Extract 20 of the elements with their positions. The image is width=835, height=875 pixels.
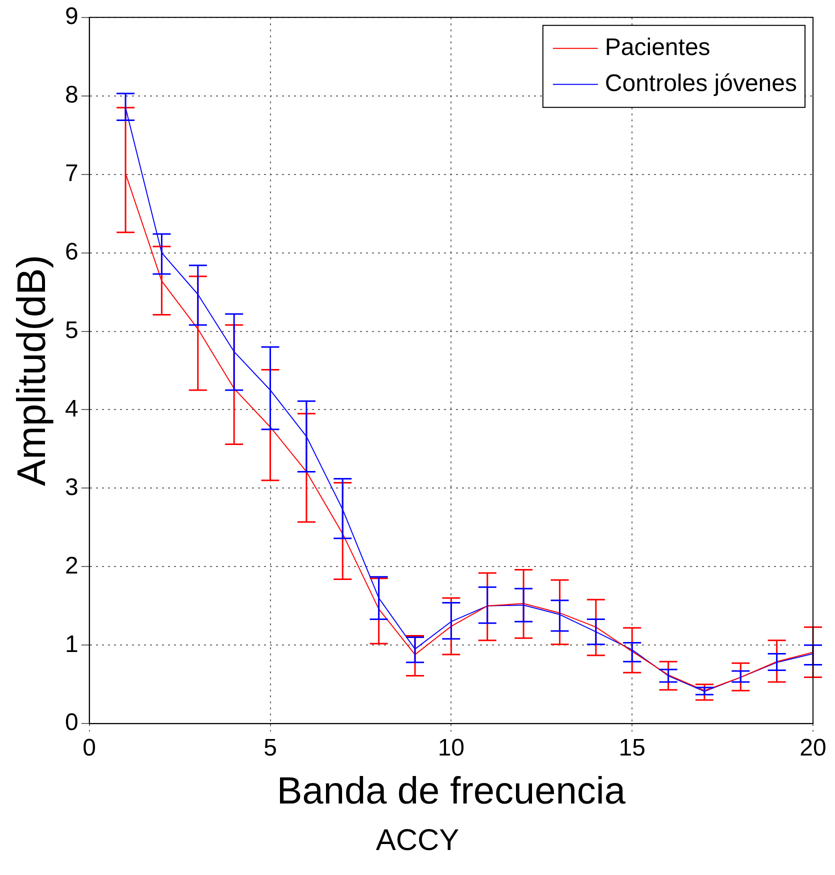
legend-label: Pacientes — [604, 34, 710, 62]
x-tick-label: 15 — [618, 734, 646, 762]
y-tick-label: 8 — [64, 81, 78, 108]
y-tick-label: 0 — [64, 709, 78, 736]
y-tick-label: 9 — [64, 3, 78, 30]
x-tick-label: 20 — [800, 734, 826, 762]
text: ACCY — [374, 824, 460, 858]
x-tick-label: 10 — [438, 734, 465, 762]
y-tick-label: 3 — [64, 474, 78, 501]
y-tick-label: 2 — [64, 552, 78, 580]
x-tick-label: 5 — [264, 734, 277, 762]
y-tick-label: 1 — [64, 630, 78, 658]
legend-label: Controles jóvenes — [604, 70, 798, 98]
y-tick-label: 4 — [64, 395, 78, 422]
x-tick-label: 0 — [82, 734, 96, 762]
y-tick-label: 6 — [64, 238, 78, 266]
y-tick-label: 5 — [64, 316, 78, 344]
y-axis-title: Amplitud(dB) — [10, 254, 54, 486]
y-tick-label: 7 — [64, 160, 78, 187]
x-axis-title: Banda de frecuencia — [276, 770, 626, 813]
